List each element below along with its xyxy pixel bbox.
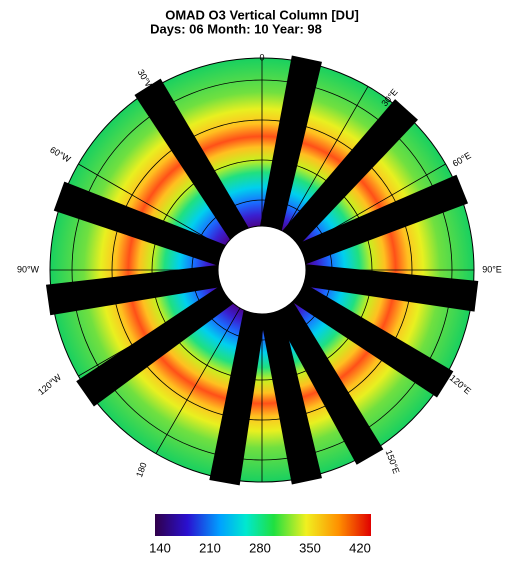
colorbar-tick-label: 420: [349, 540, 371, 555]
colorbar-tick-label: 210: [199, 540, 221, 555]
longitude-label: 180: [134, 461, 149, 479]
subtitle: Days: 06 Month: 10 Year: 98: [150, 21, 322, 36]
longitude-label: 150°E: [384, 449, 402, 476]
colorbar: [155, 514, 371, 536]
pole-hole: [218, 226, 306, 314]
colorbar-tick-label: 140: [149, 540, 171, 555]
colorbar-tick-label: 350: [299, 540, 321, 555]
longitude-label: 120°W: [36, 372, 64, 397]
longitude-label: 0: [259, 52, 264, 62]
colorbar-tick-label: 280: [249, 540, 271, 555]
page: OMAD O3 Vertical Column [DU] Days: 06 Mo…: [0, 0, 505, 559]
title: OMAD O3 Vertical Column [DU]: [165, 7, 359, 22]
colorbar-ticks: 140 210 280 350 420: [149, 540, 371, 555]
longitude-label: 90°W: [17, 264, 40, 274]
longitude-label: 60°W: [48, 145, 73, 165]
longitude-label: 90°E: [482, 264, 502, 274]
longitude-label: 60°E: [451, 150, 473, 168]
longitude-label: 120°E: [448, 373, 473, 396]
